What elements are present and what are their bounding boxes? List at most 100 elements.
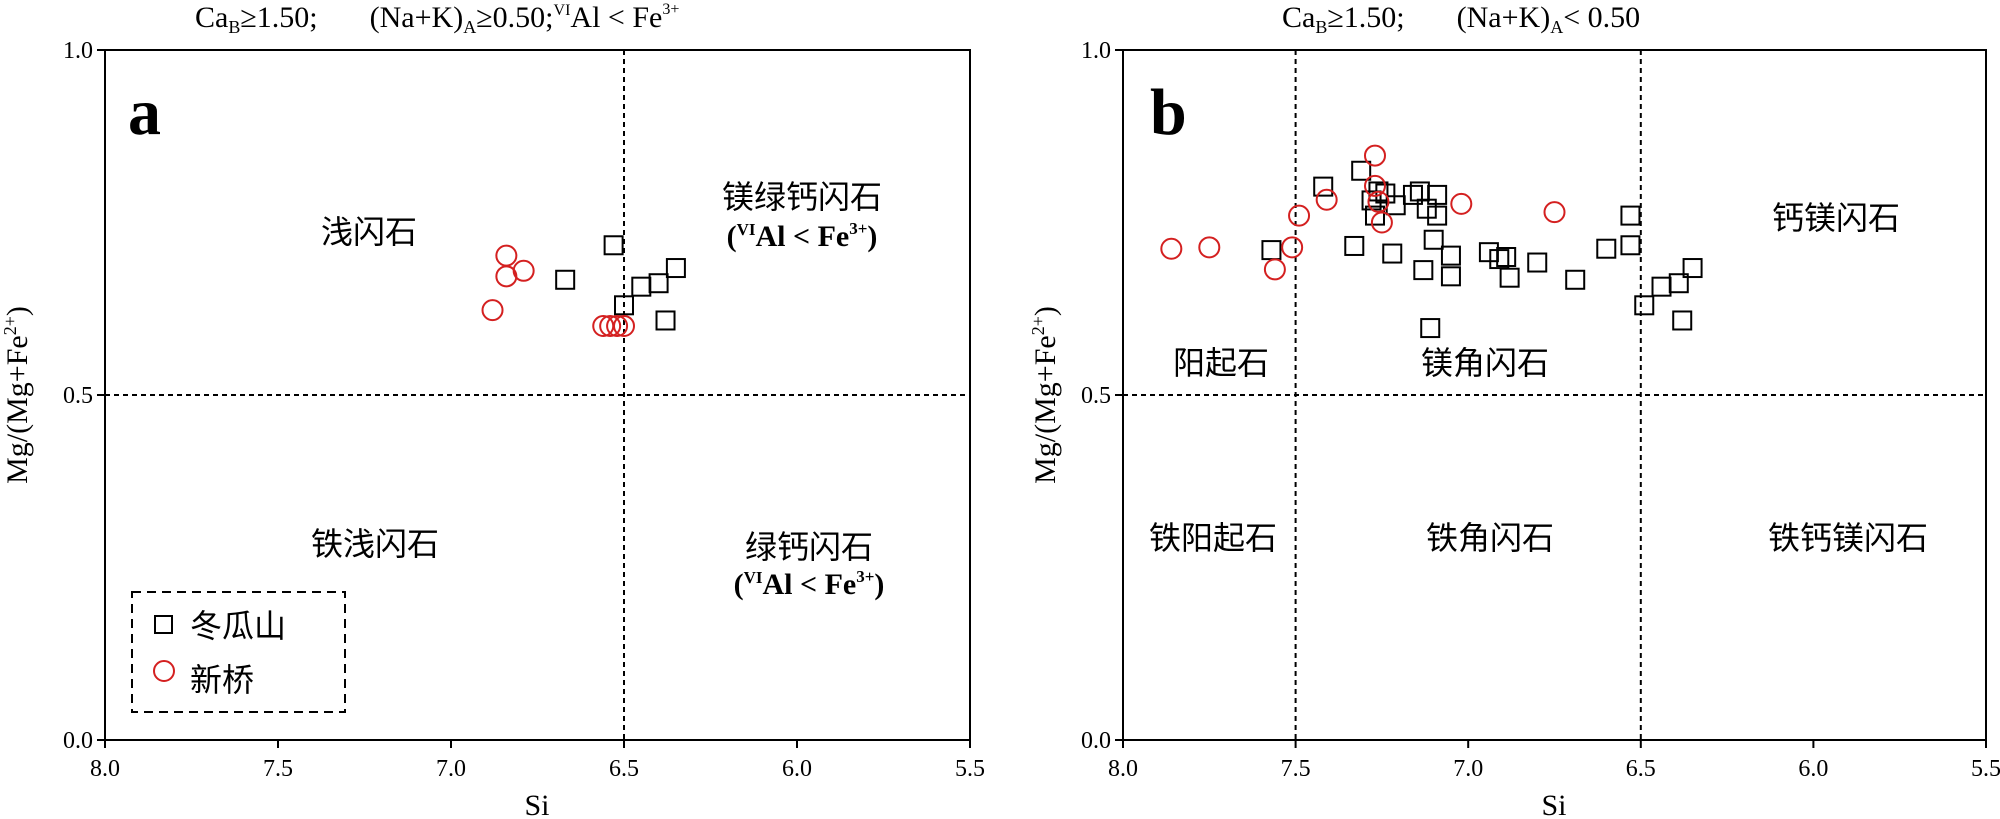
data-point-square bbox=[1427, 205, 1448, 226]
legend-label-xinqiao: 新桥 bbox=[190, 662, 254, 698]
y-tick-label: 1.0 bbox=[63, 38, 93, 64]
panel-b-letter: b bbox=[1150, 76, 1187, 149]
y-tick-label: 1.0 bbox=[1081, 38, 1111, 64]
panel-a-axes: 8.0 7.5 7.0 6.5 6.0 5.5 0.0 0.5 1.0 bbox=[63, 38, 985, 782]
x-tick-label: 6.5 bbox=[1626, 756, 1656, 782]
data-point-circle bbox=[481, 299, 504, 322]
data-point-square bbox=[1499, 267, 1520, 288]
x-tick-label: 6.0 bbox=[782, 756, 812, 782]
data-point-circle bbox=[613, 315, 635, 337]
data-point-circle bbox=[1370, 211, 1393, 234]
data-point-square bbox=[1313, 176, 1334, 197]
panel-a-region-top-right-condition: (VIAl < Fe3+) bbox=[727, 219, 878, 253]
x-tick-label: 5.5 bbox=[1971, 756, 2000, 782]
data-point-square bbox=[1351, 160, 1372, 181]
data-point-square bbox=[1423, 229, 1444, 250]
data-point-square bbox=[1668, 273, 1689, 294]
x-tick-label: 8.0 bbox=[90, 756, 120, 782]
data-point-square bbox=[1672, 310, 1693, 331]
data-point-square bbox=[1634, 295, 1655, 316]
data-point-square bbox=[665, 258, 686, 279]
panel-b-x-axis-title: Si bbox=[1541, 789, 1566, 819]
data-point-square bbox=[1364, 205, 1385, 226]
legend-box bbox=[131, 591, 346, 713]
panel-b-y-axis-title: Mg/(Mg+Fe2+) bbox=[1028, 306, 1062, 484]
panel-a-region-bottom-left: 铁浅闪石 bbox=[311, 526, 439, 562]
data-point-circle bbox=[1288, 204, 1311, 227]
panel-a-y-axis-title: Mg/(Mg+Fe2+) bbox=[0, 306, 34, 484]
panel-b-axes: 8.0 7.5 7.0 6.5 6.0 5.5 0.0 0.5 1.0 bbox=[1081, 38, 2000, 782]
data-point-circle bbox=[1315, 188, 1338, 211]
panel-b-region-bottom-right: 铁钙镁闪石 bbox=[1768, 520, 1928, 556]
data-point-circle bbox=[1543, 201, 1566, 224]
data-point-circle bbox=[1363, 174, 1386, 197]
data-point-circle bbox=[512, 259, 535, 282]
x-tick-label: 7.0 bbox=[436, 756, 466, 782]
data-point-circle bbox=[1450, 192, 1473, 215]
x-tick-label: 6.5 bbox=[609, 756, 639, 782]
data-point-square bbox=[1496, 247, 1517, 267]
data-point-square bbox=[555, 269, 576, 290]
data-point-square bbox=[1651, 276, 1672, 297]
panel-a-region-bottom-right-condition: (VIAl < Fe3+) bbox=[734, 567, 885, 601]
panel-a: CaB≥1.50; (Na+K)A≥0.50;VIAl < Fe3+ 8.0 7.5… bbox=[0, 1, 985, 819]
x-tick-label: 8.0 bbox=[1108, 756, 1138, 782]
panel-a-x-axis-title: Si bbox=[524, 789, 549, 819]
data-point-square bbox=[1382, 243, 1403, 264]
data-point-square bbox=[1402, 184, 1423, 205]
data-point-square bbox=[1413, 260, 1434, 281]
x-tick-label: 5.5 bbox=[955, 756, 985, 782]
data-point-square bbox=[1620, 235, 1641, 256]
data-point-square bbox=[1368, 181, 1389, 202]
data-point-square bbox=[1478, 242, 1499, 263]
data-point-square bbox=[1344, 235, 1365, 256]
data-point-square bbox=[648, 273, 669, 294]
panel-b-region-bottom-left: 铁阳起石 bbox=[1149, 520, 1277, 556]
x-tick-label: 7.0 bbox=[1453, 756, 1483, 782]
panel-b-region-bottom-middle: 铁角闪石 bbox=[1426, 520, 1554, 556]
panel-a-region-bottom-right: 绿钙闪石 bbox=[745, 529, 873, 565]
data-point-square bbox=[1427, 184, 1448, 205]
legend-square-symbol bbox=[154, 615, 173, 634]
data-point-circle bbox=[1198, 236, 1221, 259]
data-point-square bbox=[1420, 318, 1441, 339]
panel-b-field-dividers bbox=[1123, 50, 1986, 740]
data-point-circle bbox=[599, 315, 622, 337]
data-point-square bbox=[1440, 266, 1461, 287]
data-point-circle bbox=[495, 244, 518, 267]
x-tick-label: 7.5 bbox=[1281, 756, 1311, 782]
panel-a-field-dividers bbox=[105, 50, 970, 740]
panel-a-data-points bbox=[481, 235, 686, 337]
panel-a-region-top-right: 镁绿钙闪石 bbox=[722, 179, 882, 215]
panel-b-region-top-middle: 镁角闪石 bbox=[1421, 345, 1549, 381]
panel-a-letter: a bbox=[128, 76, 161, 149]
panel-b-data-points bbox=[1160, 144, 1703, 339]
panel-a-region-top-left: 浅闪石 bbox=[321, 214, 417, 250]
y-tick-label: 0.0 bbox=[1081, 728, 1111, 754]
data-point-square bbox=[1385, 195, 1406, 216]
data-point-square bbox=[1565, 269, 1586, 290]
data-point-square bbox=[1261, 240, 1282, 261]
data-point-square bbox=[1527, 252, 1548, 273]
data-point-square bbox=[655, 310, 676, 331]
data-point-circle bbox=[1263, 258, 1286, 281]
data-point-circle bbox=[1367, 190, 1390, 213]
data-point-circle bbox=[1281, 236, 1304, 259]
panel-a-legend: 冬瓜山 新桥 bbox=[131, 591, 346, 713]
data-point-square bbox=[1416, 198, 1437, 219]
panel-b-header: CaB≥1.50; (Na+K)A< 0.50 bbox=[1282, 1, 1640, 37]
data-point-square bbox=[1682, 258, 1703, 279]
data-point-square bbox=[1489, 249, 1510, 270]
panel-b: CaB≥1.50; (Na+K)A< 0.50 8.0 7.5 7.0 6.5 6.0 5.… bbox=[1028, 1, 2000, 819]
y-tick-label: 0.0 bbox=[63, 728, 93, 754]
data-point-square bbox=[1596, 238, 1617, 259]
data-point-square bbox=[631, 276, 652, 297]
legend-circle-symbol bbox=[153, 660, 175, 682]
data-point-circle bbox=[606, 315, 629, 337]
x-tick-label: 6.0 bbox=[1798, 756, 1828, 782]
data-point-square bbox=[603, 235, 624, 256]
data-point-circle bbox=[1160, 237, 1183, 260]
y-tick-label: 0.5 bbox=[1081, 383, 1111, 409]
data-point-square bbox=[614, 295, 634, 316]
